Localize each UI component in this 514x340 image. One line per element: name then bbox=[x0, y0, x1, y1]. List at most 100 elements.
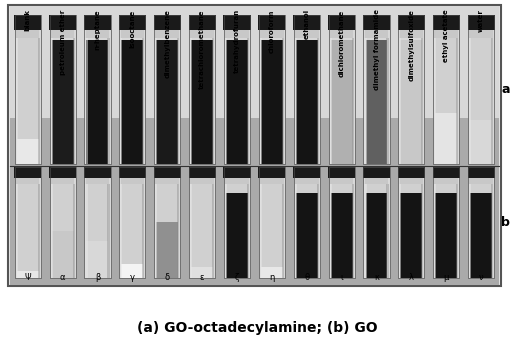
Bar bbox=[435, 114, 457, 164]
Bar bbox=[331, 40, 353, 164]
Bar bbox=[259, 167, 285, 278]
Bar bbox=[84, 16, 111, 164]
Bar bbox=[191, 184, 213, 267]
Bar bbox=[295, 30, 319, 38]
Bar bbox=[121, 40, 143, 164]
Bar bbox=[433, 167, 460, 278]
Bar bbox=[190, 178, 214, 184]
Bar bbox=[72, 184, 75, 278]
Bar bbox=[49, 167, 76, 278]
Bar bbox=[17, 38, 39, 139]
Bar bbox=[398, 16, 425, 164]
Bar bbox=[84, 167, 111, 178]
Bar bbox=[330, 30, 354, 38]
Bar bbox=[259, 16, 285, 164]
Bar bbox=[119, 167, 145, 278]
Text: dimethylbenzene: dimethylbenzene bbox=[164, 9, 170, 78]
Bar bbox=[247, 184, 249, 278]
Bar bbox=[49, 16, 76, 30]
Text: γ: γ bbox=[130, 273, 135, 282]
Bar bbox=[247, 38, 249, 164]
Bar bbox=[282, 38, 284, 164]
Bar bbox=[470, 193, 492, 278]
Bar bbox=[398, 167, 425, 178]
Bar bbox=[51, 40, 74, 164]
Text: κ: κ bbox=[374, 273, 379, 282]
Bar bbox=[398, 167, 425, 278]
Bar bbox=[226, 40, 248, 164]
Bar bbox=[84, 167, 111, 278]
Bar bbox=[154, 167, 180, 278]
Bar bbox=[468, 16, 494, 164]
Bar bbox=[224, 16, 250, 164]
Bar bbox=[365, 184, 388, 193]
Bar bbox=[400, 193, 423, 278]
Bar bbox=[328, 16, 355, 164]
Bar bbox=[154, 167, 180, 278]
Text: ι: ι bbox=[340, 273, 343, 282]
Bar bbox=[14, 167, 41, 278]
Bar bbox=[49, 16, 76, 164]
Bar bbox=[10, 6, 499, 118]
Bar bbox=[14, 167, 41, 178]
Bar bbox=[14, 167, 41, 278]
Bar bbox=[433, 16, 460, 30]
Bar bbox=[155, 184, 157, 278]
Bar bbox=[295, 38, 297, 164]
Bar bbox=[225, 178, 249, 184]
Text: μ: μ bbox=[444, 273, 449, 282]
Bar bbox=[121, 264, 143, 278]
Text: tetrahydrofuran: tetrahydrofuran bbox=[234, 9, 240, 73]
Bar bbox=[317, 38, 319, 164]
Bar bbox=[469, 38, 471, 164]
Bar bbox=[191, 267, 213, 278]
Bar bbox=[51, 231, 74, 278]
Bar bbox=[435, 193, 457, 278]
Bar bbox=[224, 167, 250, 278]
Bar bbox=[363, 167, 390, 278]
Bar bbox=[51, 178, 75, 184]
Bar bbox=[469, 184, 471, 278]
Bar bbox=[86, 241, 108, 278]
Bar bbox=[399, 184, 401, 278]
Bar bbox=[398, 16, 425, 30]
Bar bbox=[224, 16, 250, 164]
Bar bbox=[154, 16, 181, 30]
Bar bbox=[328, 167, 355, 278]
Bar bbox=[352, 38, 354, 164]
Bar bbox=[258, 167, 285, 178]
Bar bbox=[107, 38, 109, 164]
Bar bbox=[328, 16, 355, 164]
Bar bbox=[86, 178, 109, 184]
Bar bbox=[16, 30, 40, 38]
Bar bbox=[260, 184, 262, 278]
Bar bbox=[16, 38, 18, 164]
Bar bbox=[468, 167, 494, 278]
Bar bbox=[85, 38, 87, 164]
Bar bbox=[50, 184, 52, 278]
Bar bbox=[191, 40, 213, 164]
Bar bbox=[49, 167, 76, 178]
Bar bbox=[86, 40, 108, 164]
Text: α: α bbox=[60, 273, 65, 282]
Bar bbox=[226, 193, 248, 278]
Bar bbox=[469, 30, 493, 38]
Bar bbox=[190, 30, 214, 38]
Bar bbox=[470, 120, 492, 164]
Bar bbox=[86, 184, 108, 241]
Bar bbox=[421, 38, 424, 164]
Bar bbox=[363, 16, 390, 164]
Bar bbox=[190, 38, 192, 164]
Bar bbox=[189, 167, 215, 278]
Text: ν: ν bbox=[479, 273, 484, 282]
Bar bbox=[156, 40, 178, 164]
Bar bbox=[295, 178, 319, 184]
Bar bbox=[226, 184, 248, 193]
Bar bbox=[468, 167, 495, 178]
Bar bbox=[328, 16, 355, 30]
Bar bbox=[365, 178, 388, 184]
Bar bbox=[352, 184, 354, 278]
Bar bbox=[84, 16, 111, 30]
Bar bbox=[293, 167, 320, 278]
Text: ethanol: ethanol bbox=[304, 9, 310, 39]
